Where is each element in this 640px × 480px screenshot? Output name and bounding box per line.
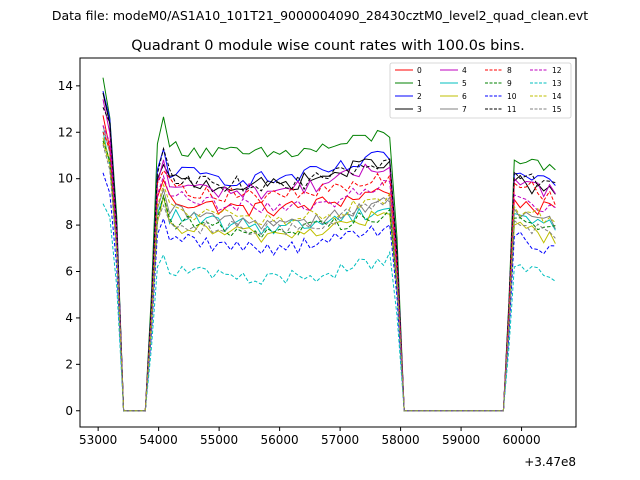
- x-tick-label: 59000: [442, 433, 480, 447]
- legend-label-2: 2: [417, 92, 422, 101]
- y-tick-label: 4: [65, 311, 73, 325]
- y-tick-label: 0: [65, 404, 73, 418]
- y-axis: 0 2 4 6 8 10 12 14: [58, 79, 80, 418]
- suptitle: Data file: modeM0/AS1A10_101T21_90000040…: [52, 8, 588, 23]
- x-offset-label: +3.47e8: [524, 455, 576, 469]
- x-axis: 53000 54000 55000 56000 57000 58000 59000 60000: [79, 427, 541, 447]
- x-tick-label: 54000: [140, 433, 178, 447]
- series-line-15: [102, 144, 556, 412]
- series-layer: [102, 77, 556, 412]
- x-tick-label: 60000: [502, 433, 540, 447]
- legend-label-0: 0: [417, 66, 422, 75]
- axes-frame: [79, 57, 577, 428]
- x-tick-label: 57000: [321, 433, 359, 447]
- legend-label-5: 5: [462, 79, 467, 88]
- legend-label-4: 4: [462, 66, 467, 75]
- plot-area: 53000 54000 55000 56000 57000 58000 59000 60000…: [58, 57, 577, 469]
- legend-label-15: 15: [552, 105, 562, 114]
- legend-label-13: 13: [552, 79, 562, 88]
- legend-label-12: 12: [552, 66, 562, 75]
- y-tick-label: 10: [58, 172, 73, 186]
- x-tick-label: 55000: [200, 433, 238, 447]
- y-tick-label: 6: [65, 265, 73, 279]
- x-tick-label: 58000: [381, 433, 419, 447]
- y-tick-label: 12: [58, 125, 73, 139]
- series-line-8: [102, 131, 556, 412]
- legend-label-7: 7: [462, 105, 467, 114]
- legend-label-3: 3: [417, 105, 422, 114]
- legend-frame: [389, 62, 572, 119]
- series-line-14: [102, 142, 556, 412]
- legend-label-10: 10: [507, 92, 517, 101]
- chart-title: Quadrant 0 module wise count rates with …: [131, 38, 525, 54]
- legend-label-6: 6: [462, 92, 467, 101]
- y-tick-label: 8: [65, 218, 73, 232]
- y-tick-label: 2: [65, 357, 73, 371]
- x-tick-label: 53000: [79, 433, 117, 447]
- legend-label-8: 8: [507, 66, 512, 75]
- legend-label-1: 1: [417, 79, 422, 88]
- y-tick-label: 14: [58, 79, 73, 93]
- legend-label-11: 11: [507, 105, 517, 114]
- legend-label-14: 14: [552, 92, 562, 101]
- legend-label-9: 9: [507, 79, 512, 88]
- x-tick-label: 56000: [261, 433, 299, 447]
